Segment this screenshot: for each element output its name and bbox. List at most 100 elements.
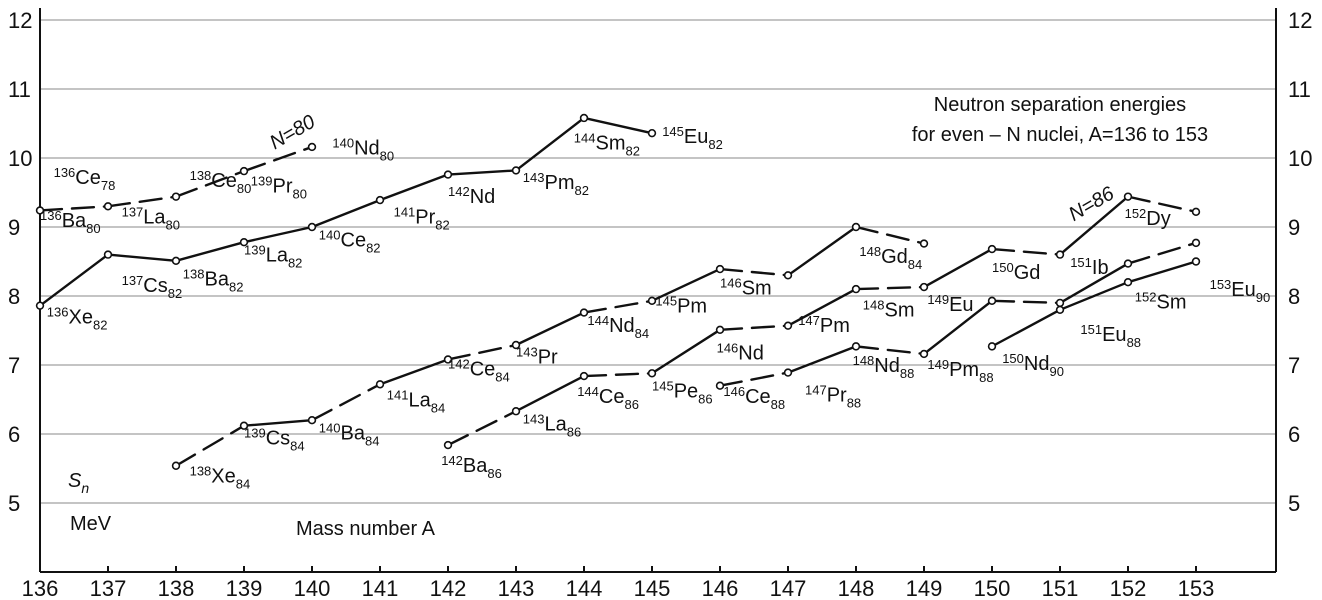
nuclide-mass: 150 — [992, 260, 1014, 275]
y-axis-unit: MeV — [70, 513, 112, 535]
nuclide-neutron-number: 80 — [237, 181, 251, 196]
data-point-N=82 — [103, 250, 113, 259]
nuclide-label-153Eu: 153Eu90 — [1210, 277, 1271, 305]
nuclide-label-144Sm: 144Sm82 — [574, 131, 640, 159]
nuclide-label-144Ce: 144Ce86 — [577, 384, 639, 412]
nuclide-label-149Eu: 149Eu — [927, 292, 973, 316]
nuclide-element: Eu — [1102, 324, 1126, 346]
nuclide-element: Pm — [949, 359, 979, 381]
y-tick-label-left: 9 — [8, 215, 20, 240]
nuclide-neutron-number: 90 — [1256, 290, 1270, 305]
nuclide-mass: 140 — [332, 136, 354, 151]
nuclide-neutron-number: 82 — [575, 183, 589, 198]
data-point-N=88 — [1123, 259, 1133, 268]
series-segment-N=80 — [174, 169, 246, 198]
nuclide-label-138Ba: 138Ba82 — [183, 267, 244, 295]
series-segment-N=86 — [990, 247, 1062, 256]
data-point-N=86 — [987, 244, 997, 254]
data-point-N=84 — [171, 461, 181, 470]
nuclide-element: Pm — [820, 315, 850, 337]
nuclide-label-147Pr: 147Pr88 — [805, 383, 861, 411]
nuclide-mass: 144 — [587, 313, 609, 328]
series-segment-N=86 — [650, 328, 722, 375]
nuclide-mass: 143 — [523, 170, 545, 185]
nuclide-mass: 141 — [387, 387, 409, 402]
series-segment-N=86 — [1126, 195, 1198, 214]
nuclide-element: Pr — [827, 385, 847, 407]
y-tick-label-left: 11 — [8, 77, 31, 102]
nuclide-mass: 137 — [122, 273, 144, 288]
nuclide-label-141Pr: 141Pr82 — [394, 205, 450, 233]
series-segment-N=86 — [1058, 195, 1130, 256]
nuclide-mass: 151 — [1070, 255, 1092, 270]
series-segment-N=84 — [718, 267, 790, 277]
nuclide-label-145Pm: 145Pm — [655, 294, 707, 318]
data-point-N=86 — [783, 321, 793, 330]
nuclide-element: Ce — [745, 386, 771, 408]
nuclide-element: Ce — [75, 167, 101, 189]
series-segment-N=80 — [242, 145, 314, 173]
series-segment-N=84 — [310, 383, 382, 422]
nuclide-element: Nd — [738, 342, 764, 364]
nuclide-element: Gd — [881, 246, 908, 268]
y-axis-symbol-subscript: n — [81, 480, 89, 496]
nuclide-neutron-number: 84 — [365, 434, 379, 449]
data-point-N=84 — [919, 239, 929, 248]
nuclide-neutron-number: 86 — [624, 397, 638, 412]
series-segment-N=82 — [106, 253, 178, 263]
nuclide-mass: 151 — [1080, 322, 1102, 337]
nuclide-element: Sm — [885, 300, 915, 322]
nuclide-element: Sm — [596, 133, 626, 155]
x-tick-label: 137 — [90, 576, 127, 600]
data-point-N=82 — [375, 195, 385, 205]
nuclide-neutron-number: 86 — [487, 466, 501, 481]
y-tick-label-right: 5 — [1288, 491, 1300, 516]
data-point-N=86 — [443, 440, 453, 450]
x-tick-label: 140 — [294, 576, 331, 600]
nuclide-mass: 139 — [251, 174, 273, 189]
x-tick-label: 138 — [158, 576, 195, 600]
nuclide-label-152Sm: 152Sm — [1135, 289, 1187, 313]
nuclide-neutron-number: 82 — [708, 137, 722, 152]
nuclide-mass: 148 — [863, 298, 885, 313]
nuclide-neutron-number: 84 — [495, 369, 509, 384]
nuclide-neutron-number: 80 — [380, 149, 394, 164]
nuclide-element: La — [545, 414, 568, 436]
x-tick-label: 152 — [1110, 576, 1147, 600]
nuclide-mass: 148 — [853, 353, 875, 368]
nuclide-label-138Ce: 138Ce80 — [190, 168, 252, 196]
nuclide-mass: 149 — [927, 292, 949, 307]
series-segment-N=84 — [378, 358, 450, 386]
y-tick-label-right: 9 — [1288, 215, 1300, 240]
nuclide-mass: 142 — [441, 453, 463, 468]
nuclide-mass: 147 — [798, 313, 820, 328]
nuclide-label-146Ce: 146Ce88 — [723, 384, 785, 412]
series-segment-N=86 — [582, 372, 654, 378]
data-point-N=84 — [647, 296, 657, 306]
nuclide-element: Pr — [415, 207, 435, 229]
x-axis-label: Mass number A — [296, 518, 436, 540]
data-point-N=82 — [171, 256, 181, 266]
nuclide-label-139Pr: 139Pr80 — [251, 174, 307, 202]
data-point-N=90 — [1123, 278, 1133, 287]
data-point-N=80 — [239, 166, 249, 176]
series-segment-N=86 — [922, 247, 994, 289]
data-point-N=86 — [919, 282, 929, 292]
nuclide-neutron-number: 78 — [101, 178, 115, 193]
series-segment-N=88 — [1058, 262, 1130, 305]
nuclide-mass: 139 — [244, 425, 266, 440]
nuclide-label-138Xe: 138Xe84 — [190, 463, 251, 491]
nuclide-element: La — [143, 207, 166, 229]
chart-title-line-1: Neutron separation energies — [934, 94, 1186, 116]
series-segment-N=84 — [650, 267, 722, 303]
x-tick-label: 142 — [430, 576, 467, 600]
nuclide-mass: 145 — [652, 378, 674, 393]
nuclide-mass: 148 — [859, 244, 881, 259]
nuclide-mass: 139 — [244, 243, 266, 258]
series-segment-N=84 — [446, 343, 518, 361]
data-point-N=82 — [35, 301, 45, 310]
data-point-N=86 — [1055, 250, 1065, 259]
nuclide-label-137Cs: 137Cs82 — [122, 273, 183, 301]
nuclide-label-136Ba: 136Ba80 — [40, 208, 101, 236]
nuclide-neutron-number: 84 — [236, 476, 250, 491]
